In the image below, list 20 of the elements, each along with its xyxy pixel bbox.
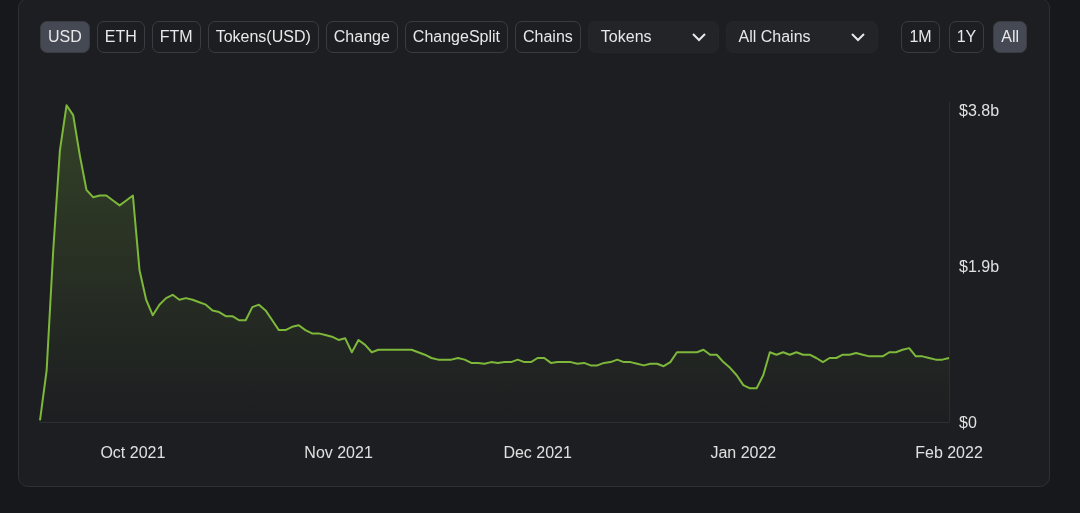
x-tick-label: Jan 2022 — [710, 443, 777, 461]
x-tick-label: Dec 2021 — [503, 443, 572, 461]
text: Change — [333, 28, 390, 46]
text: USD — [48, 28, 82, 46]
text: FTM — [159, 28, 193, 46]
text: 1M — [909, 28, 932, 46]
x-tick-label: Nov 2021 — [304, 443, 373, 461]
y-tick-label: $0 — [959, 413, 977, 431]
text: Tokens — [600, 28, 652, 46]
x-tick-label: Feb 2022 — [915, 443, 983, 461]
text: Tokens(USD) — [215, 28, 311, 46]
y-tick-label: $1.9b — [959, 257, 1000, 275]
text: All — [1001, 28, 1019, 46]
text: 1Y — [956, 28, 977, 46]
y-tick-label: $3.8b — [959, 101, 1000, 119]
x-tick-label: Oct 2021 — [100, 443, 166, 461]
text: All Chains — [738, 28, 811, 46]
text: ETH — [104, 28, 137, 46]
text: Chains — [523, 28, 573, 46]
text: ChangeSplit — [412, 28, 501, 46]
